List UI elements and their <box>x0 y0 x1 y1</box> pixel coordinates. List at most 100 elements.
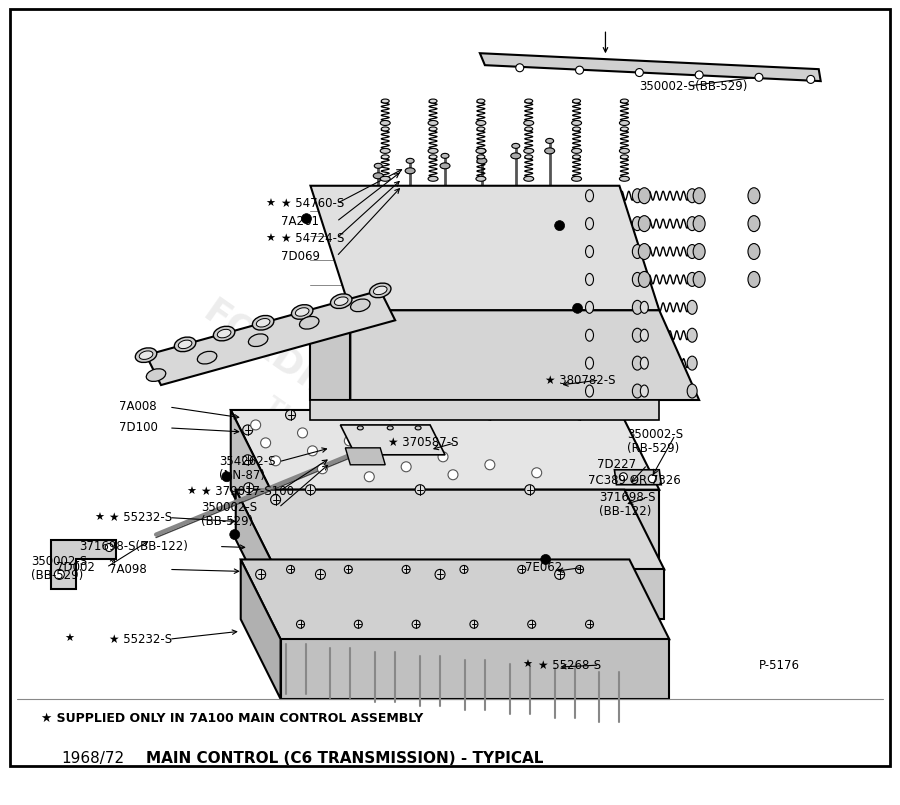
Circle shape <box>525 485 535 495</box>
Circle shape <box>516 64 524 72</box>
Ellipse shape <box>525 155 533 159</box>
Circle shape <box>648 475 656 483</box>
Polygon shape <box>346 448 385 464</box>
Ellipse shape <box>586 385 593 397</box>
Ellipse shape <box>748 271 760 287</box>
Ellipse shape <box>586 329 593 341</box>
Circle shape <box>316 569 326 580</box>
Ellipse shape <box>620 99 628 103</box>
Ellipse shape <box>429 99 437 103</box>
Ellipse shape <box>380 148 391 154</box>
Text: ★ 54760-S: ★ 54760-S <box>281 197 344 210</box>
Text: 7A098: 7A098 <box>109 563 147 576</box>
Ellipse shape <box>382 99 389 103</box>
Circle shape <box>527 620 536 628</box>
Ellipse shape <box>248 334 268 346</box>
Ellipse shape <box>748 216 760 232</box>
Circle shape <box>635 68 644 76</box>
Circle shape <box>470 620 478 628</box>
Ellipse shape <box>620 127 628 131</box>
Circle shape <box>243 455 253 464</box>
Circle shape <box>243 425 253 435</box>
Ellipse shape <box>638 188 651 204</box>
Ellipse shape <box>688 328 698 342</box>
Ellipse shape <box>415 426 421 430</box>
Circle shape <box>296 620 304 628</box>
Ellipse shape <box>640 329 648 341</box>
Text: ★ 55268-S: ★ 55268-S <box>537 658 601 671</box>
Text: ★ 55232-S: ★ 55232-S <box>109 511 172 524</box>
Ellipse shape <box>688 300 698 314</box>
Text: ★ SUPPLIED ONLY IN 7A100 MAIN CONTROL ASSEMBLY: ★ SUPPLIED ONLY IN 7A100 MAIN CONTROL AS… <box>41 712 424 725</box>
Circle shape <box>355 454 365 464</box>
Text: 7D069: 7D069 <box>281 250 320 263</box>
Ellipse shape <box>178 341 192 349</box>
Text: (BB-529): (BB-529) <box>32 569 84 582</box>
Polygon shape <box>310 310 350 400</box>
Circle shape <box>221 472 232 481</box>
Ellipse shape <box>572 121 581 126</box>
Ellipse shape <box>633 300 643 314</box>
Circle shape <box>532 468 542 477</box>
Text: 7A261: 7A261 <box>281 215 319 228</box>
Circle shape <box>576 565 583 573</box>
Text: ★: ★ <box>266 233 275 244</box>
Ellipse shape <box>640 246 648 258</box>
Ellipse shape <box>688 272 698 287</box>
Circle shape <box>105 543 113 551</box>
Text: 350002-S: 350002-S <box>32 555 87 568</box>
Ellipse shape <box>512 143 520 148</box>
Circle shape <box>438 452 448 462</box>
Ellipse shape <box>688 384 698 398</box>
Circle shape <box>392 444 401 454</box>
Ellipse shape <box>633 188 643 203</box>
Circle shape <box>415 485 425 495</box>
Ellipse shape <box>688 188 698 203</box>
Polygon shape <box>240 559 670 639</box>
Ellipse shape <box>477 99 485 103</box>
Ellipse shape <box>638 216 651 232</box>
Ellipse shape <box>476 148 486 154</box>
Polygon shape <box>146 291 395 385</box>
Text: 371698-S(BB-122): 371698-S(BB-122) <box>79 540 188 553</box>
Ellipse shape <box>524 121 534 126</box>
Circle shape <box>285 410 295 420</box>
Ellipse shape <box>428 148 438 154</box>
Circle shape <box>256 569 266 580</box>
Circle shape <box>298 428 308 438</box>
Ellipse shape <box>586 246 593 258</box>
Ellipse shape <box>524 148 534 154</box>
Circle shape <box>271 495 281 505</box>
Ellipse shape <box>586 217 593 229</box>
Ellipse shape <box>633 217 643 230</box>
Ellipse shape <box>476 121 486 126</box>
Ellipse shape <box>440 163 450 169</box>
Text: (BB-529): (BB-529) <box>201 515 253 528</box>
Ellipse shape <box>572 148 581 154</box>
Ellipse shape <box>633 272 643 287</box>
Ellipse shape <box>374 163 382 168</box>
Ellipse shape <box>688 245 698 258</box>
Ellipse shape <box>688 217 698 230</box>
Circle shape <box>435 569 445 580</box>
Text: THE 67-72 FORD PICKUP RESOURCE: THE 67-72 FORD PICKUP RESOURCE <box>262 394 638 666</box>
Text: ★ 380782-S: ★ 380782-S <box>544 374 616 386</box>
Text: 7D100: 7D100 <box>119 421 158 435</box>
Ellipse shape <box>640 385 648 397</box>
Ellipse shape <box>748 188 760 204</box>
Ellipse shape <box>147 369 166 382</box>
Ellipse shape <box>693 216 705 232</box>
Ellipse shape <box>586 357 593 369</box>
Ellipse shape <box>213 326 235 341</box>
Polygon shape <box>230 410 271 569</box>
Ellipse shape <box>428 121 438 126</box>
Circle shape <box>385 410 395 420</box>
Text: 1968/72: 1968/72 <box>61 751 124 766</box>
Polygon shape <box>275 569 664 619</box>
Polygon shape <box>281 639 670 699</box>
Ellipse shape <box>429 155 437 159</box>
Circle shape <box>460 565 468 573</box>
Ellipse shape <box>572 99 580 103</box>
Ellipse shape <box>545 138 554 143</box>
Ellipse shape <box>357 426 364 430</box>
